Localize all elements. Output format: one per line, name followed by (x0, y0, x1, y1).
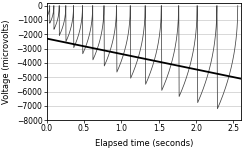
X-axis label: Elapsed time (seconds): Elapsed time (seconds) (95, 139, 193, 148)
Y-axis label: Voltage (microvolts): Voltage (microvolts) (2, 19, 11, 104)
